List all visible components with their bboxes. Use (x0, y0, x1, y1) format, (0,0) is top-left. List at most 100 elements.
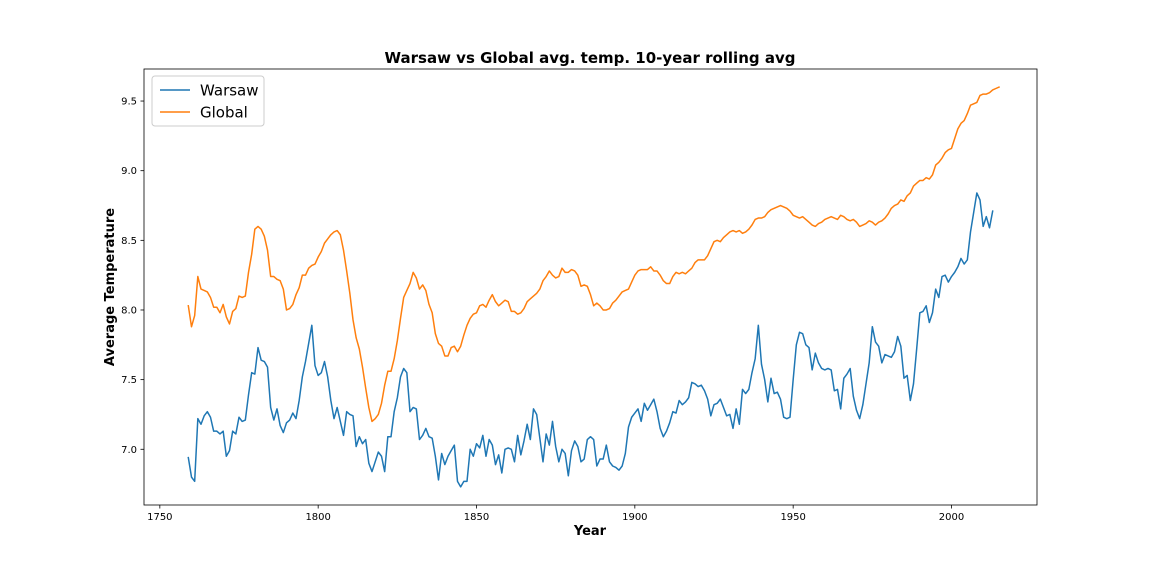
data-point (254, 373, 256, 375)
data-point (707, 255, 709, 257)
data-point (900, 345, 902, 347)
data-point (279, 280, 281, 282)
data-point (938, 161, 940, 163)
data-point (292, 304, 294, 305)
data-point (694, 383, 696, 385)
data-point (510, 310, 512, 312)
data-point (615, 299, 617, 301)
data-point (216, 430, 218, 432)
y-tick-label: 7.5 (121, 375, 137, 386)
data-point (960, 122, 962, 124)
data-point (219, 312, 221, 314)
data-point (662, 280, 664, 282)
data-point (764, 216, 766, 218)
data-point (251, 372, 253, 374)
data-point (533, 408, 534, 410)
data-point (618, 295, 620, 297)
data-point (764, 379, 766, 381)
data-point (951, 276, 952, 277)
data-point (735, 408, 737, 410)
data-point (821, 368, 823, 369)
data-point (577, 274, 579, 276)
data-point (726, 415, 728, 417)
data-point (818, 362, 819, 364)
data-point (586, 285, 588, 287)
data-point (938, 297, 940, 298)
data-point (564, 271, 566, 273)
data-point (944, 274, 946, 276)
data-point (339, 234, 341, 236)
data-point (235, 308, 237, 309)
data-point (381, 455, 382, 457)
data-point (529, 298, 531, 300)
data-point (653, 398, 655, 400)
data-point (973, 103, 975, 105)
data-point (273, 276, 275, 277)
data-point (802, 216, 804, 218)
data-point (659, 274, 661, 276)
data-point (612, 465, 614, 467)
data-point (482, 304, 484, 305)
data-point (780, 398, 781, 400)
data-point (396, 397, 398, 399)
data-point (726, 234, 728, 236)
data-point (476, 312, 477, 314)
data-point (631, 416, 633, 418)
data-point (406, 372, 408, 374)
data-point (650, 266, 652, 268)
data-point (327, 376, 329, 378)
data-point (906, 375, 908, 376)
data-point (830, 369, 832, 371)
data-point (469, 317, 471, 319)
data-point (194, 480, 196, 482)
data-point (564, 453, 566, 454)
data-point (419, 439, 420, 440)
data-point (612, 302, 614, 304)
data-point (453, 444, 455, 446)
data-point (909, 400, 911, 401)
data-point (362, 366, 363, 368)
data-point (799, 217, 800, 219)
data-point (409, 283, 411, 284)
data-point (624, 453, 626, 454)
data-point (260, 228, 262, 230)
data-point (843, 216, 845, 218)
data-point (387, 370, 389, 372)
data-point (504, 448, 506, 450)
data-point (599, 458, 601, 460)
data-point (719, 241, 721, 243)
data-point (792, 379, 794, 381)
x-tick-label: 1850 (464, 512, 489, 523)
data-point (713, 404, 715, 406)
data-point (574, 270, 576, 272)
data-point (799, 331, 800, 333)
data-point (301, 376, 303, 378)
data-point (244, 295, 246, 297)
data-point (947, 149, 949, 151)
data-point (257, 347, 259, 348)
plot-area (187, 86, 1000, 488)
data-point (355, 337, 357, 339)
data-point (602, 458, 604, 460)
data-point (947, 281, 949, 283)
data-point (327, 238, 329, 240)
data-point (438, 343, 439, 344)
data-point (992, 210, 994, 212)
data-point (444, 464, 446, 465)
data-point (976, 192, 978, 194)
data-point (871, 221, 873, 223)
data-point (368, 462, 370, 464)
data-point (970, 104, 971, 106)
data-point (577, 446, 579, 447)
data-point (916, 348, 918, 350)
data-point (757, 217, 759, 219)
data-point (305, 274, 306, 276)
data-point (897, 203, 899, 205)
data-point (317, 256, 319, 258)
data-point (628, 288, 629, 290)
data-point (650, 404, 652, 406)
data-point (197, 418, 199, 420)
data-point (979, 199, 981, 201)
data-point (580, 285, 582, 287)
